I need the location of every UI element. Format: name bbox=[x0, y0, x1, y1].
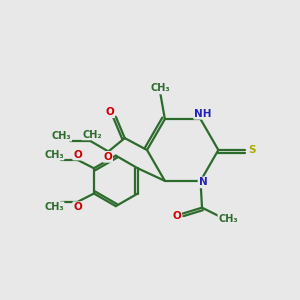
Text: NH: NH bbox=[194, 109, 212, 119]
Text: S: S bbox=[248, 145, 255, 155]
Text: CH₃: CH₃ bbox=[44, 150, 64, 160]
Text: N: N bbox=[199, 177, 207, 188]
Text: CH₃: CH₃ bbox=[52, 131, 71, 141]
Text: CH₃: CH₃ bbox=[218, 214, 238, 224]
Text: O: O bbox=[172, 211, 181, 221]
Text: O: O bbox=[106, 107, 114, 117]
Text: O: O bbox=[73, 202, 82, 212]
Text: O: O bbox=[73, 150, 82, 160]
Text: CH₃: CH₃ bbox=[151, 83, 170, 94]
Text: CH₂: CH₂ bbox=[82, 130, 102, 140]
Text: O: O bbox=[103, 152, 112, 162]
Text: CH₃: CH₃ bbox=[44, 202, 64, 212]
